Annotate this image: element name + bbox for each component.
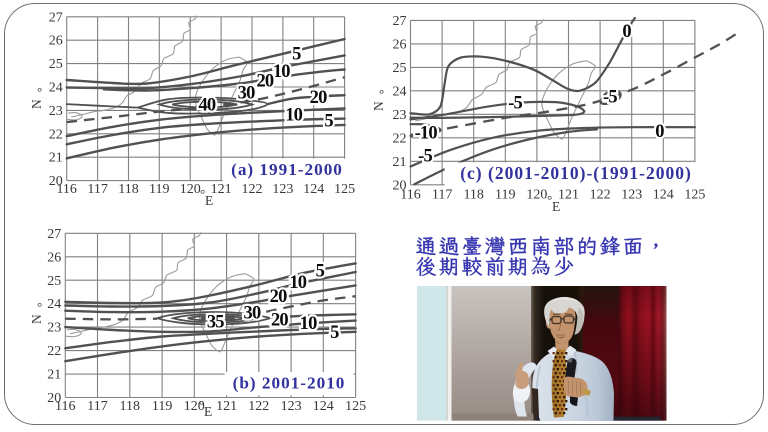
svg-text:21: 21: [49, 151, 63, 166]
svg-text:25: 25: [47, 274, 61, 289]
svg-text:24: 24: [49, 81, 63, 96]
svg-text:N: N: [371, 101, 386, 111]
svg-text:119: 119: [495, 187, 515, 202]
svg-text:125: 125: [334, 182, 355, 197]
svg-text:122: 122: [590, 187, 611, 202]
svg-text:-5: -5: [603, 88, 617, 108]
svg-text:125: 125: [684, 187, 705, 202]
svg-text:°: °: [379, 86, 384, 101]
svg-text:124: 124: [303, 182, 324, 197]
svg-text:N: N: [29, 99, 44, 109]
svg-text:10: 10: [273, 62, 290, 82]
svg-text:-10: -10: [415, 124, 438, 144]
svg-text:118: 118: [120, 399, 140, 414]
svg-text:30: 30: [238, 84, 255, 104]
svg-text:10: 10: [289, 273, 306, 293]
svg-text:118: 118: [118, 182, 138, 197]
svg-text:21: 21: [393, 155, 407, 170]
svg-text:20: 20: [256, 72, 273, 92]
svg-text:(a) 1991-2000: (a) 1991-2000: [231, 160, 343, 179]
svg-text:124: 124: [653, 187, 674, 202]
svg-text:123: 123: [621, 187, 642, 202]
svg-text:25: 25: [49, 57, 63, 72]
svg-text:116: 116: [55, 399, 75, 414]
svg-text:122: 122: [248, 399, 269, 414]
svg-text:123: 123: [272, 182, 293, 197]
svg-text:20: 20: [49, 174, 63, 189]
svg-text:27: 27: [393, 14, 407, 29]
svg-text:121: 121: [558, 187, 579, 202]
svg-text:116: 116: [56, 182, 76, 197]
svg-text:35: 35: [207, 313, 224, 333]
svg-text:5: 5: [324, 112, 333, 132]
svg-text:(c) (2001-2010)-(1991-2000): (c) (2001-2010)-(1991-2000): [460, 163, 692, 183]
svg-text:23: 23: [393, 108, 407, 123]
svg-text:25: 25: [393, 61, 407, 76]
svg-text:122: 122: [242, 182, 263, 197]
svg-text:22: 22: [47, 344, 61, 359]
svg-text:5: 5: [292, 45, 301, 65]
svg-text:27: 27: [47, 227, 61, 242]
svg-text:120: 120: [180, 182, 201, 197]
svg-text:°: °: [547, 192, 552, 207]
svg-text:N: N: [29, 314, 44, 324]
svg-text:116: 116: [400, 187, 420, 202]
svg-text:-5: -5: [418, 147, 432, 167]
svg-text:10: 10: [285, 106, 302, 126]
svg-text:0: 0: [655, 122, 664, 142]
svg-text:40: 40: [198, 96, 215, 116]
svg-text:E: E: [204, 404, 212, 419]
svg-text:26: 26: [393, 37, 407, 52]
svg-text:E: E: [552, 199, 560, 214]
svg-text:123: 123: [281, 399, 302, 414]
svg-text:23: 23: [47, 321, 61, 336]
svg-text:°: °: [37, 299, 42, 314]
svg-text:124: 124: [313, 399, 334, 414]
svg-text:-5: -5: [508, 93, 522, 113]
svg-text:5: 5: [316, 261, 325, 281]
svg-text:118: 118: [463, 187, 483, 202]
svg-text:°: °: [200, 186, 205, 201]
svg-text:(b) 2001-2010: (b) 2001-2010: [233, 374, 346, 393]
svg-text:119: 119: [152, 399, 172, 414]
svg-text:27: 27: [49, 10, 63, 25]
svg-text:26: 26: [49, 34, 63, 49]
svg-text:21: 21: [47, 368, 61, 383]
svg-text:120: 120: [526, 187, 547, 202]
svg-text:20: 20: [393, 178, 407, 193]
svg-text:23: 23: [49, 104, 63, 119]
svg-text:121: 121: [216, 399, 237, 414]
svg-text:117: 117: [432, 187, 452, 202]
svg-text:125: 125: [345, 399, 366, 414]
svg-text:E: E: [205, 193, 213, 208]
svg-text:24: 24: [47, 297, 61, 312]
svg-text:24: 24: [393, 84, 407, 99]
svg-text:20: 20: [270, 287, 287, 307]
svg-text:°: °: [37, 84, 42, 99]
svg-text:30: 30: [244, 304, 261, 324]
svg-text:0: 0: [622, 22, 631, 42]
svg-text:5: 5: [330, 323, 339, 343]
svg-text:°: °: [199, 397, 204, 412]
svg-text:20: 20: [310, 88, 327, 108]
svg-text:22: 22: [393, 131, 407, 146]
svg-text:22: 22: [49, 127, 63, 142]
svg-text:20: 20: [271, 310, 288, 330]
svg-text:121: 121: [211, 182, 232, 197]
svg-text:117: 117: [87, 182, 107, 197]
svg-text:26: 26: [47, 250, 61, 265]
svg-text:117: 117: [87, 399, 107, 414]
svg-text:119: 119: [149, 182, 169, 197]
svg-text:120: 120: [184, 399, 205, 414]
svg-text:10: 10: [300, 314, 317, 334]
svg-text:20: 20: [47, 391, 61, 406]
